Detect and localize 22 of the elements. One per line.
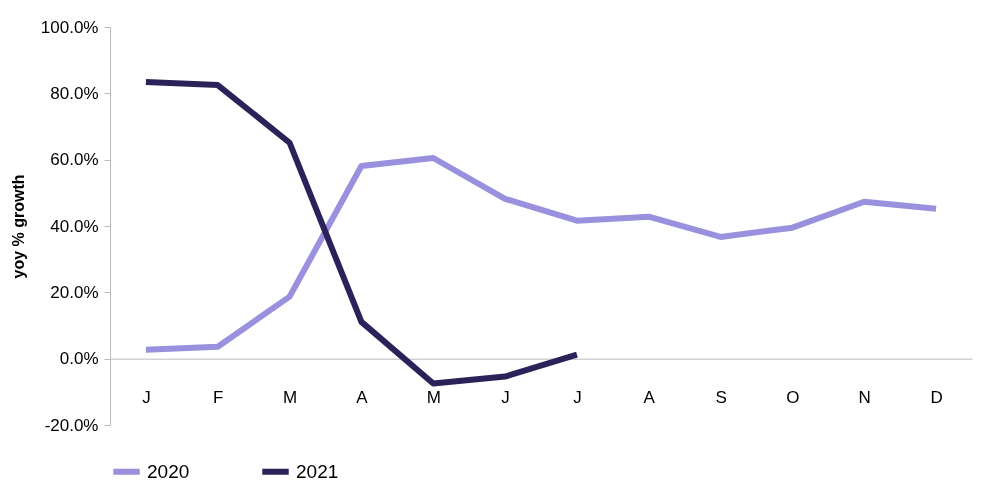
y-tick-label: 40.0%: [50, 216, 99, 236]
x-tick-label: M: [283, 388, 298, 408]
x-tick-label: J: [501, 388, 510, 408]
y-tick-label: 60.0%: [50, 150, 99, 170]
x-tick-label: D: [930, 388, 943, 408]
x-tick-label: J: [573, 388, 582, 408]
y-tick-label: 80.0%: [50, 83, 99, 103]
y-tick-label: -20.0%: [44, 415, 99, 435]
x-tick-label: A: [356, 388, 369, 408]
x-tick-label: F: [213, 388, 224, 408]
y-axis-title: yoy % growth: [9, 174, 27, 279]
x-tick-label: N: [858, 388, 871, 408]
legend-label: 2021: [296, 460, 339, 482]
y-tick-label: 0.0%: [59, 349, 99, 369]
legend-label: 2020: [147, 460, 190, 482]
x-tick-label: S: [715, 388, 727, 408]
y-tick-label: 20.0%: [50, 282, 99, 302]
y-tick-label: 100.0%: [40, 17, 99, 37]
x-tick-label: O: [786, 388, 800, 408]
x-tick-label: M: [426, 388, 441, 408]
x-tick-label: A: [643, 388, 656, 408]
x-tick-label: J: [142, 388, 151, 408]
